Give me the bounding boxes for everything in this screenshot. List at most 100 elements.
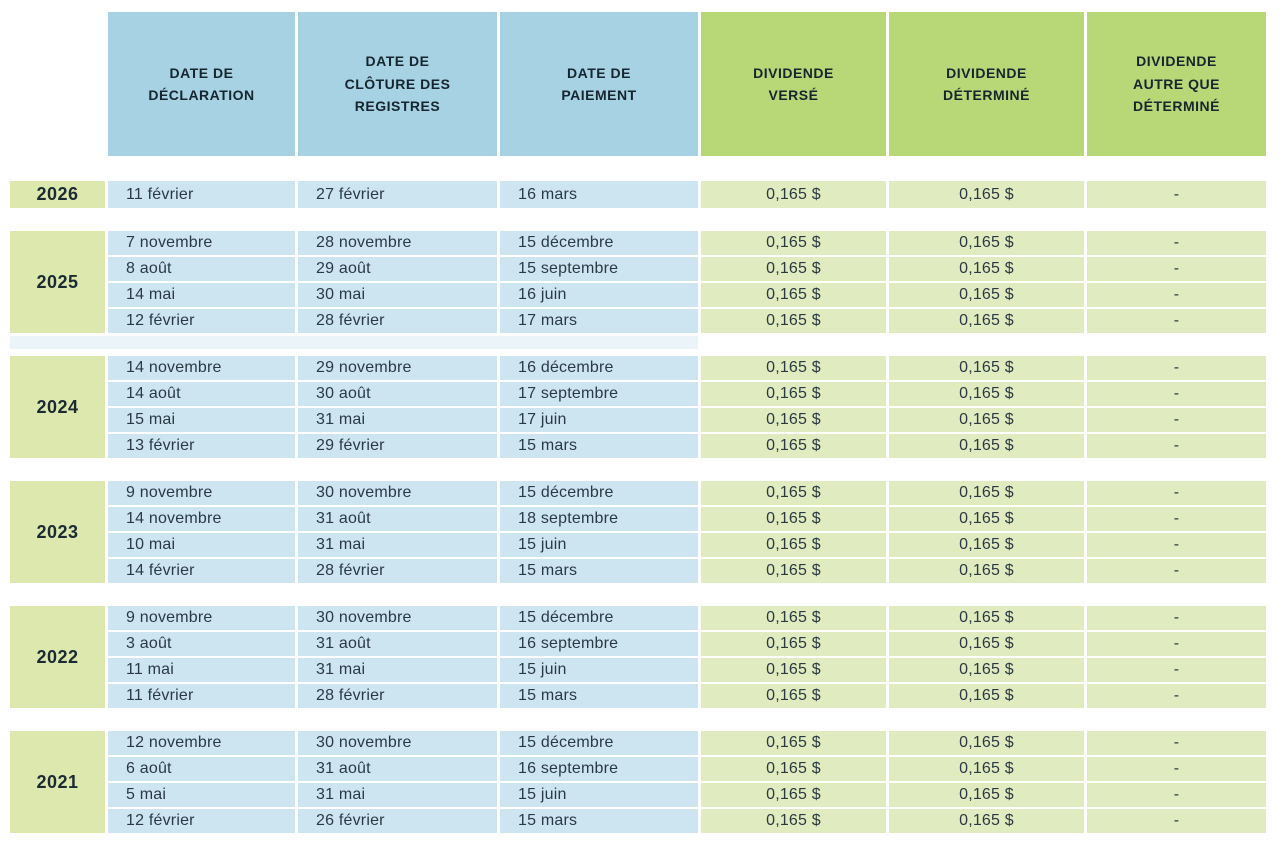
- cell-paiement: 16 décembre: [500, 356, 698, 380]
- cell-cloture: 29 février: [298, 434, 497, 458]
- cell-declaration: 15 mai: [108, 408, 295, 432]
- cell-cloture: 31 août: [298, 507, 497, 531]
- cell-cloture: 28 février: [298, 309, 497, 333]
- cell-declaration: 9 novembre: [108, 606, 295, 630]
- cell-autre: -: [1087, 757, 1266, 781]
- cell-cloture: 29 août: [298, 257, 497, 281]
- cell-determine: 0,165 $: [889, 757, 1084, 781]
- cell-autre: -: [1087, 632, 1266, 656]
- cell-determine: 0,165 $: [889, 783, 1084, 807]
- cell-cloture: 31 août: [298, 757, 497, 781]
- cell-determine: 0,165 $: [889, 731, 1084, 755]
- cell-autre: -: [1087, 408, 1266, 432]
- cell-determine: 0,165 $: [889, 181, 1084, 208]
- cell-paiement: 17 juin: [500, 408, 698, 432]
- cell-paiement: 16 septembre: [500, 632, 698, 656]
- cell-paiement: 15 juin: [500, 658, 698, 682]
- cell-autre: -: [1087, 783, 1266, 807]
- cell-paiement: 15 décembre: [500, 481, 698, 505]
- cell-verse: 0,165 $: [701, 757, 886, 781]
- cell-verse: 0,165 $: [701, 382, 886, 406]
- scroll-fade-artifact: [10, 336, 698, 349]
- cell-verse: 0,165 $: [701, 809, 886, 833]
- cell-cloture: 29 novembre: [298, 356, 497, 380]
- cell-cloture: 30 novembre: [298, 731, 497, 755]
- cell-declaration: 12 novembre: [108, 731, 295, 755]
- cell-cloture: 27 février: [298, 181, 497, 208]
- year-group-2024: 2024 14 novembre 29 novembre 16 décembre 0,1…: [10, 356, 1280, 458]
- cell-verse: 0,165 $: [701, 559, 886, 583]
- cell-determine: 0,165 $: [889, 606, 1084, 630]
- header-spacer: [10, 12, 105, 156]
- cell-verse: 0,165 $: [701, 231, 886, 255]
- cell-verse: 0,165 $: [701, 507, 886, 531]
- cell-paiement: 18 septembre: [500, 507, 698, 531]
- cell-declaration: 14 novembre: [108, 507, 295, 531]
- cell-verse: 0,165 $: [701, 606, 886, 630]
- cell-paiement: 16 septembre: [500, 757, 698, 781]
- cell-declaration: 5 mai: [108, 783, 295, 807]
- cell-declaration: 12 février: [108, 309, 295, 333]
- cell-declaration: 14 février: [108, 559, 295, 583]
- cell-declaration: 14 août: [108, 382, 295, 406]
- cell-determine: 0,165 $: [889, 809, 1084, 833]
- header-record-date: DATE DE CLÔTURE DES REGISTRES: [298, 12, 497, 156]
- cell-paiement: 15 décembre: [500, 231, 698, 255]
- cell-cloture: 30 août: [298, 382, 497, 406]
- year-group-2023: 2023 9 novembre 30 novembre 15 décembre 0,16…: [10, 481, 1280, 583]
- cell-determine: 0,165 $: [889, 481, 1084, 505]
- cell-paiement: 15 mars: [500, 809, 698, 833]
- cell-cloture: 30 mai: [298, 283, 497, 307]
- cell-paiement: 15 mars: [500, 434, 698, 458]
- cell-autre: -: [1087, 809, 1266, 833]
- cell-autre: -: [1087, 181, 1266, 208]
- cell-verse: 0,165 $: [701, 408, 886, 432]
- header-dividend-other: DIVIDENDE AUTRE QUE DÉTERMINÉ: [1087, 12, 1266, 156]
- cell-cloture: 28 février: [298, 684, 497, 708]
- cell-cloture: 26 février: [298, 809, 497, 833]
- cell-declaration: 7 novembre: [108, 231, 295, 255]
- cell-verse: 0,165 $: [701, 309, 886, 333]
- year-label: 2022: [10, 606, 105, 708]
- cell-verse: 0,165 $: [701, 434, 886, 458]
- cell-paiement: 16 mars: [500, 181, 698, 208]
- cell-paiement: 15 mars: [500, 684, 698, 708]
- cell-cloture: 30 novembre: [298, 481, 497, 505]
- cell-paiement: 15 décembre: [500, 606, 698, 630]
- cell-determine: 0,165 $: [889, 533, 1084, 557]
- year-group-2026: 2026 11 février 27 février 16 mars 0,165 $0,…: [10, 181, 1280, 208]
- cell-cloture: 31 mai: [298, 783, 497, 807]
- cell-cloture: 31 mai: [298, 658, 497, 682]
- cell-cloture: 28 novembre: [298, 231, 497, 255]
- cell-autre: -: [1087, 434, 1266, 458]
- cell-declaration: 9 novembre: [108, 481, 295, 505]
- cell-determine: 0,165 $: [889, 309, 1084, 333]
- cell-determine: 0,165 $: [889, 632, 1084, 656]
- cell-paiement: 15 septembre: [500, 257, 698, 281]
- cell-declaration: 14 mai: [108, 283, 295, 307]
- year-group-2021: 2021 12 novembre 30 novembre 15 décembre 0,1…: [10, 731, 1280, 833]
- cell-verse: 0,165 $: [701, 632, 886, 656]
- year-group-2025: 2025 7 novembre 28 novembre 15 décembre 0,16…: [10, 231, 1280, 333]
- table-body: 2026 11 février 27 février 16 mars 0,165 $0,…: [0, 181, 1280, 833]
- cell-verse: 0,165 $: [701, 783, 886, 807]
- cell-verse: 0,165 $: [701, 533, 886, 557]
- cell-determine: 0,165 $: [889, 684, 1084, 708]
- cell-determine: 0,165 $: [889, 507, 1084, 531]
- cell-determine: 0,165 $: [889, 382, 1084, 406]
- cell-cloture: 30 novembre: [298, 606, 497, 630]
- cell-autre: -: [1087, 382, 1266, 406]
- cell-declaration: 11 février: [108, 684, 295, 708]
- cell-autre: -: [1087, 658, 1266, 682]
- header-dividend-paid: DIVIDENDE VERSÉ: [701, 12, 886, 156]
- cell-autre: -: [1087, 257, 1266, 281]
- cell-autre: -: [1087, 481, 1266, 505]
- cell-verse: 0,165 $: [701, 257, 886, 281]
- header-dividend-determined: DIVIDENDE DÉTERMINÉ: [889, 12, 1084, 156]
- cell-autre: -: [1087, 559, 1266, 583]
- year-label: 2025: [10, 231, 105, 333]
- header-declaration-date: DATE DE DÉCLARATION: [108, 12, 295, 156]
- table-header-row: DATE DE DÉCLARATION DATE DE CLÔTURE DES …: [10, 0, 1280, 156]
- cell-autre: -: [1087, 684, 1266, 708]
